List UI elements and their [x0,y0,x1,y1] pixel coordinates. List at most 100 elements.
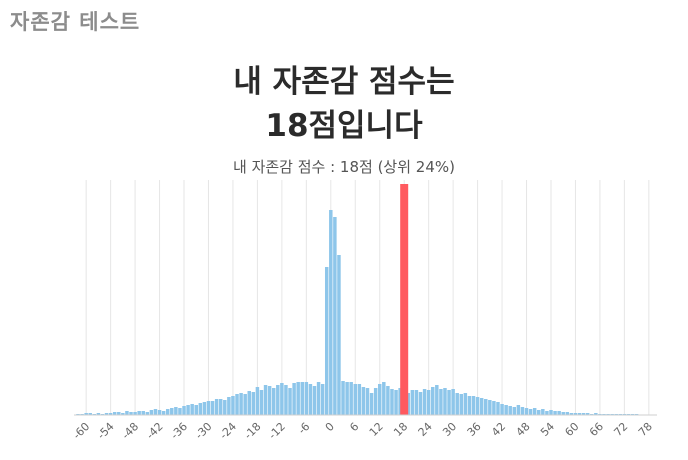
histogram-bar [292,383,296,415]
histogram-bar [202,402,207,415]
histogram-bar [361,387,366,415]
histogram-bar [349,382,353,415]
x-tick-label: -12 [266,420,288,442]
histogram-bar [320,384,325,415]
x-tick-label: 78 [636,420,655,439]
histogram-bar [276,385,280,415]
histogram-bar [484,399,488,415]
histogram-bar [324,267,329,415]
histogram-bar [557,411,561,415]
x-tick-label: -36 [168,420,190,442]
histogram-bar [108,413,113,415]
x-tick-label: 6 [347,420,361,434]
histogram-bar [112,412,117,415]
histogram-bar [251,392,256,415]
histogram-bar [104,413,109,415]
histogram-bar [463,393,468,415]
histogram-bar [235,394,239,415]
histogram-bar [410,390,415,415]
chart-highlight [400,184,409,415]
histogram-bar [186,405,190,415]
histogram-bar [581,413,586,415]
histogram-bar [247,391,251,415]
histogram-bar [214,399,219,415]
histogram-bar [467,396,472,415]
result-heading-line2: 18점입니다 [265,108,423,144]
histogram-bar [300,382,304,415]
histogram-bar [190,404,194,415]
x-tick-label: 24 [416,420,435,439]
histogram-bar [439,389,443,415]
histogram-bar [508,406,512,415]
histogram-bar [117,412,121,415]
x-tick-label: 66 [587,420,606,439]
histogram-bar [541,409,545,415]
histogram-bar [516,405,521,415]
histogram-bar [178,408,182,415]
histogram-bar [271,388,276,415]
histogram-bar [96,413,101,415]
histogram-bar [492,401,496,415]
histogram-bar [565,412,570,415]
x-tick-label: 36 [465,420,484,439]
histogram-bar [435,385,439,415]
app-title: 자존감 테스트 [10,10,141,34]
histogram-bar [267,386,272,415]
histogram-bar [194,405,198,415]
histogram-bar [182,406,186,415]
histogram-bar [263,385,268,415]
histogram-bar [84,413,88,415]
x-tick-label: -42 [144,420,166,442]
histogram-bar [422,389,427,415]
histogram-bar [585,413,590,415]
x-tick-label: 60 [562,420,581,439]
histogram-bar [333,217,337,415]
histogram-bar [394,390,398,415]
histogram-bar [227,397,231,415]
histogram-bar [455,393,459,415]
score-caption: 내 자존감 점수 : 18점 (상위 24%) [233,158,455,176]
histogram-bar [259,390,264,415]
histogram-bar [145,412,150,415]
histogram-bar [426,390,431,415]
histogram-bar [345,382,349,415]
histogram-bar [353,384,358,415]
histogram-bar [512,407,517,415]
result-heading: 내 자존감 점수는 18점입니다 [0,60,688,148]
histogram-bar [431,387,435,415]
chart-bars [76,210,639,415]
histogram-bar [288,388,292,415]
histogram-bar [532,408,537,415]
histogram-bar [308,384,313,415]
x-tick-label: -48 [119,420,141,442]
histogram-bar [174,407,178,415]
histogram-bar [573,413,578,415]
histogram-bar [365,388,370,415]
histogram-bar [223,400,227,415]
histogram-bar [475,397,480,415]
histogram-bar [504,405,508,415]
histogram-bar [341,381,345,415]
histogram-bar [170,408,174,415]
x-tick-label: 0 [323,420,337,434]
x-tick-label: 30 [440,420,459,439]
histogram-bar [537,410,541,415]
histogram-bar [141,411,145,415]
histogram-bar [500,404,504,415]
histogram-bar [377,384,382,415]
histogram-bar [165,409,170,415]
x-tick-label: 18 [391,420,410,439]
x-tick-label: -18 [242,420,264,442]
histogram-bar [316,382,321,415]
my-score-marker [400,184,409,415]
histogram-bar [231,396,235,415]
histogram-bar [418,392,423,415]
x-tick-label: -30 [193,420,215,442]
histogram-bar [121,413,125,415]
histogram-bar [443,388,447,415]
histogram-bar [386,386,390,415]
histogram-bar [471,396,476,415]
histogram-bar [218,399,223,415]
histogram-bar [406,393,411,415]
score-distribution-chart: -60 -54 -48 -42 -36 -30 -24 -18 -12 -6 0 6 12 18 24 30 3… [70,180,657,442]
